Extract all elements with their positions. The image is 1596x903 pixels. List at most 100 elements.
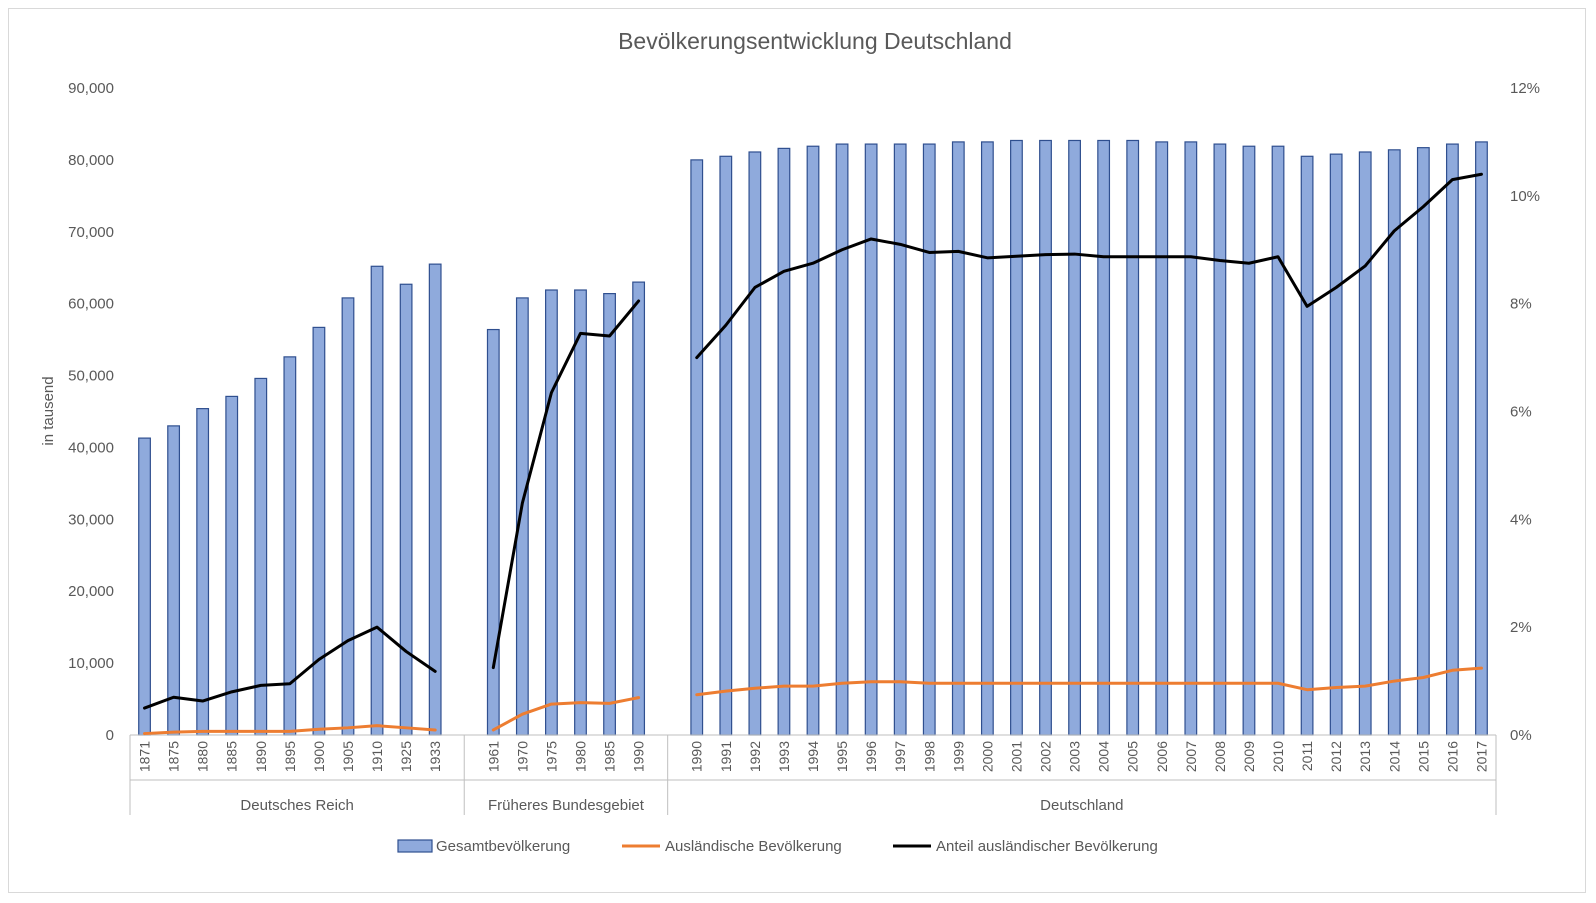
bar-gesamtbevoelkerung [1242, 145, 1256, 736]
bar-gesamtbevoelkerung [1445, 143, 1459, 736]
bar-gesamtbevoelkerung [1126, 139, 1140, 736]
y2-tick-label: 4% [1510, 511, 1532, 528]
bar-gesamtbevoelkerung [1329, 153, 1343, 736]
x-tick-label: 2001 [1008, 741, 1024, 772]
bar-gesamtbevoelkerung [138, 437, 151, 736]
bar-gesamtbevoelkerung [428, 263, 442, 736]
bar-gesamtbevoelkerung [545, 289, 558, 736]
bar-gesamtbevoelkerung [748, 151, 762, 736]
bar-gesamtbevoelkerung [922, 143, 936, 736]
x-tick-label: 1910 [369, 741, 385, 772]
x-tick-label: 1990 [631, 741, 647, 772]
bar-gesamtbevoelkerung [1068, 139, 1081, 736]
x-tick-label: 1885 [224, 741, 240, 772]
bar-gesamtbevoelkerung [370, 265, 384, 736]
bar-gesamtbevoelkerung [980, 141, 994, 736]
y2-tick-label: 6% [1510, 404, 1532, 421]
bar-gesamtbevoelkerung [777, 147, 791, 736]
y-tick-label: 0 [106, 727, 114, 744]
bar-gesamtbevoelkerung [893, 143, 907, 736]
y-tick-label: 30,000 [68, 511, 114, 528]
y-tick-label: 60,000 [68, 296, 114, 313]
bar-gesamtbevoelkerung [1358, 151, 1372, 736]
legend-label-gesamtbevoelkerung: Gesamtbevölkerung [436, 838, 570, 855]
x-tick-label: 1991 [718, 741, 734, 772]
bar-gesamtbevoelkerung [603, 293, 616, 736]
bar-gesamtbevoelkerung [806, 145, 820, 736]
y-tick-label: 20,000 [68, 583, 114, 600]
bar-gesamtbevoelkerung [486, 328, 500, 736]
x-tick-label: 1970 [514, 741, 530, 772]
bar-gesamtbevoelkerung [1271, 145, 1285, 736]
line-anteil-auslaendischer-bevoelkerung [695, 172, 1483, 360]
x-tick-label: 1995 [834, 741, 850, 772]
bar-gesamtbevoelkerung [574, 289, 587, 736]
x-tick-label: 1993 [776, 741, 792, 772]
legend-label-anteil: Anteil ausländischer Bevölkerung [936, 838, 1158, 855]
x-tick-label: 2009 [1241, 741, 1257, 772]
x-tick-label: 2010 [1270, 741, 1286, 772]
x-tick-label: 1961 [485, 741, 501, 772]
x-tick-label: 1905 [340, 741, 356, 772]
bar-gesamtbevoelkerung [341, 297, 355, 736]
x-tick-label: 1997 [892, 741, 908, 772]
x-tick-label: 1933 [427, 741, 443, 772]
x-tick-label: 2000 [979, 741, 995, 772]
bar-gesamtbevoelkerung [283, 356, 297, 736]
bar-gesamtbevoelkerung [196, 408, 210, 736]
y-tick-label: 90,000 [68, 80, 114, 97]
x-tick-label: 2005 [1125, 741, 1141, 772]
x-tick-label: 2016 [1444, 741, 1460, 772]
x-tick-label: 2015 [1415, 741, 1431, 772]
x-tick-label: 2003 [1067, 741, 1083, 772]
bar-gesamtbevoelkerung [167, 425, 181, 736]
x-tick-label: 1900 [311, 741, 327, 772]
bar-gesamtbevoelkerung [1155, 141, 1169, 736]
y-tick-label: 70,000 [68, 224, 114, 241]
x-tick-label: 2007 [1183, 741, 1199, 772]
x-tick-label: 1980 [572, 741, 588, 772]
line-auslaendische-bevoelkerung [143, 724, 437, 736]
x-tick-label: 1996 [863, 741, 879, 772]
line-auslaendische-bevoelkerung [695, 666, 1483, 697]
x-tick-label: 2013 [1357, 741, 1373, 772]
y2-tick-label: 12% [1510, 80, 1540, 97]
bar-gesamtbevoelkerung [1213, 143, 1227, 736]
x-tick-label: 1999 [950, 741, 966, 772]
y2-tick-label: 10% [1510, 188, 1540, 205]
bar-gesamtbevoelkerung [312, 326, 326, 736]
y2-tick-label: 2% [1510, 619, 1532, 636]
bar-gesamtbevoelkerung [1010, 139, 1023, 736]
bar-gesamtbevoelkerung [515, 297, 529, 736]
x-tick-label: 2008 [1212, 741, 1228, 772]
x-tick-label: 1990 [689, 741, 705, 772]
x-tick-label: 1998 [921, 741, 937, 772]
x-tick-label: 2006 [1154, 741, 1170, 772]
bar-gesamtbevoelkerung [1300, 155, 1314, 736]
legend-swatch-gesamtbevoelkerung [397, 839, 433, 853]
x-tick-label: 2004 [1096, 741, 1112, 772]
bar-gesamtbevoelkerung [632, 281, 646, 736]
x-tick-label: 1880 [195, 741, 211, 772]
x-tick-label: 2011 [1299, 741, 1315, 771]
x-tick-label: 1895 [282, 741, 298, 772]
bar-gesamtbevoelkerung [225, 395, 239, 736]
bar-gesamtbevoelkerung [835, 143, 849, 736]
x-tick-label: 1871 [137, 741, 153, 772]
y-tick-label: 50,000 [68, 368, 114, 385]
legend-label-auslaendische-bevoelkerung: Ausländische Bevölkerung [665, 838, 842, 855]
bar-gesamtbevoelkerung [1039, 139, 1052, 736]
bar-gesamtbevoelkerung [1475, 141, 1488, 736]
group-label: Früheres Bundesgebiet [488, 797, 645, 814]
bar-gesamtbevoelkerung [864, 143, 878, 736]
bar-gesamtbevoelkerung [951, 141, 965, 736]
x-tick-label: 1925 [398, 741, 414, 772]
x-tick-label: 1875 [166, 741, 182, 772]
line-anteil-auslaendischer-bevoelkerung [143, 625, 437, 710]
group-label: Deutschland [1040, 797, 1123, 814]
chart-frame [8, 8, 1586, 893]
line-auslaendische-bevoelkerung [491, 696, 641, 732]
line-anteil-auslaendischer-bevoelkerung [491, 299, 641, 670]
y2-tick-label: 8% [1510, 296, 1532, 313]
